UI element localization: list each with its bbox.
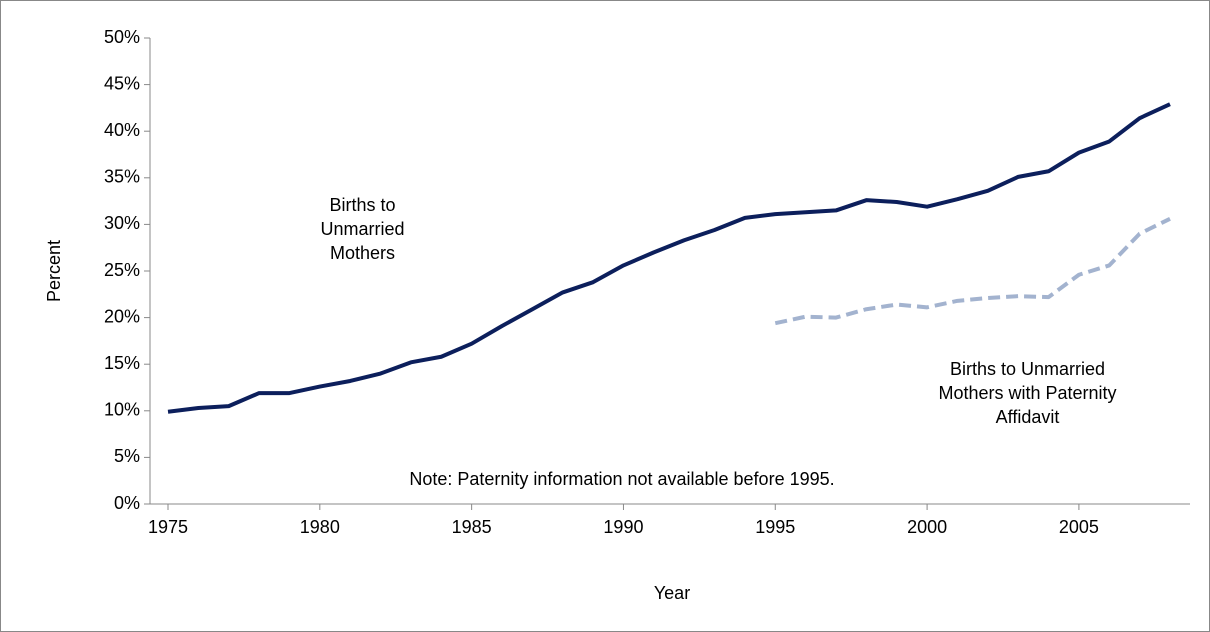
y-tick-label: 10% — [104, 400, 140, 420]
y-axis-label: Percent — [44, 240, 64, 302]
y-tick-label: 40% — [104, 120, 140, 140]
series-line — [774, 217, 1171, 326]
series-label: Births to Unmarried Mothers with Paterni… — [938, 359, 1117, 427]
x-axis-label: Year — [654, 583, 690, 603]
x-tick-label: 1990 — [603, 517, 643, 537]
y-tick-label: 30% — [104, 213, 140, 233]
x-tick-label: 1975 — [148, 517, 188, 537]
y-tick-label: 50% — [104, 27, 140, 47]
x-tick-label: 2000 — [907, 517, 947, 537]
x-tick-label: 1980 — [300, 517, 340, 537]
y-tick-label: 0% — [114, 493, 140, 513]
x-tick-label: 1985 — [452, 517, 492, 537]
y-tick-label: 15% — [104, 353, 140, 373]
y-tick-label: 45% — [104, 73, 140, 93]
x-tick-label: 2005 — [1059, 517, 1099, 537]
y-tick-label: 35% — [104, 167, 140, 187]
series-line — [167, 102, 1171, 414]
y-tick-label: 5% — [114, 446, 140, 466]
x-tick-label: 1995 — [755, 517, 795, 537]
series-label: Births to Unmarried Mothers — [320, 195, 405, 263]
y-tick-label: 25% — [104, 260, 140, 280]
y-tick-label: 20% — [104, 306, 140, 326]
note: Note: Paternity information not availabl… — [409, 469, 834, 489]
